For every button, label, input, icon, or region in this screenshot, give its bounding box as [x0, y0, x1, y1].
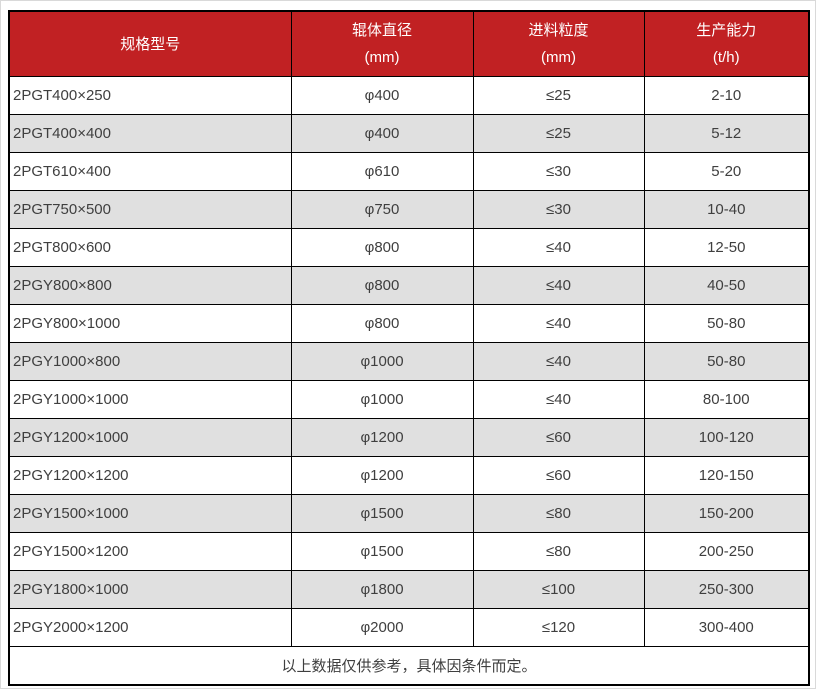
capacity-cell: 300-400 [643, 608, 810, 647]
header-capacity-unit: (t/h) [712, 49, 740, 66]
model-cell: 2PGY1200×1200 [8, 456, 292, 495]
diameter-cell: φ610 [290, 152, 474, 191]
footer-note: 以上数据仅供参考，具体因条件而定。 [8, 646, 810, 686]
model-cell: 2PGY1000×1000 [8, 380, 292, 419]
capacity-cell: 120-150 [643, 456, 810, 495]
spec-row: 2PGY800×1000 φ800 ≤40 50-80 [8, 304, 810, 343]
model-cell: 2PGT750×500 [8, 190, 292, 229]
diameter-cell: φ800 [290, 266, 474, 305]
header-cell-model: 规格型号 [8, 10, 292, 77]
diameter-cell: φ1000 [290, 380, 474, 419]
spec-row: 2PGY1200×1000 φ1200 ≤60 100-120 [8, 418, 810, 457]
spec-row: 2PGY1000×800 φ1000 ≤40 50-80 [8, 342, 810, 381]
feed-size-cell: ≤30 [472, 152, 645, 191]
diameter-cell: φ400 [290, 114, 474, 153]
model-cell: 2PGY1200×1000 [8, 418, 292, 457]
spec-row: 2PGT800×600 φ800 ≤40 12-50 [8, 228, 810, 267]
feed-size-cell: ≤30 [472, 190, 645, 229]
header-capacity-label: 生产能力 [696, 22, 757, 39]
spec-table: 规格型号 辊体直径 (mm) 进料粒度 (mm) 生产能力 (t/h) 2PGT… [8, 10, 810, 686]
diameter-cell: φ1200 [290, 456, 474, 495]
capacity-cell: 80-100 [643, 380, 810, 419]
capacity-cell: 12-50 [643, 228, 810, 267]
spec-row: 2PGY1500×1000 φ1500 ≤80 150-200 [8, 494, 810, 533]
capacity-cell: 5-20 [643, 152, 810, 191]
diameter-cell: φ1500 [290, 532, 474, 571]
diameter-cell: φ750 [290, 190, 474, 229]
diameter-cell: φ800 [290, 228, 474, 267]
model-cell: 2PGT400×400 [8, 114, 292, 153]
header-model-label: 规格型号 [120, 35, 181, 53]
header-cell-feed-size: 进料粒度 (mm) [472, 10, 645, 77]
header-row: 规格型号 辊体直径 (mm) 进料粒度 (mm) 生产能力 (t/h) [8, 10, 810, 77]
footer-row: 以上数据仅供参考，具体因条件而定。 [8, 646, 810, 686]
spec-row: 2PGY800×800 φ800 ≤40 40-50 [8, 266, 810, 305]
model-cell: 2PGY1500×1000 [8, 494, 292, 533]
capacity-cell: 2-10 [643, 76, 810, 115]
model-cell: 2PGY1800×1000 [8, 570, 292, 609]
model-cell: 2PGY800×1000 [8, 304, 292, 343]
diameter-cell: φ800 [290, 304, 474, 343]
feed-size-cell: ≤80 [472, 494, 645, 533]
header-cell-roller-diameter: 辊体直径 (mm) [290, 10, 474, 77]
spec-row: 2PGT400×250 φ400 ≤25 2-10 [8, 76, 810, 115]
feed-size-cell: ≤100 [472, 570, 645, 609]
capacity-cell: 50-80 [643, 342, 810, 381]
feed-size-cell: ≤25 [472, 114, 645, 153]
spec-row: 2PGY1500×1200 φ1500 ≤80 200-250 [8, 532, 810, 571]
feed-size-cell: ≤80 [472, 532, 645, 571]
model-cell: 2PGY800×800 [8, 266, 292, 305]
header-cell-capacity: 生产能力 (t/h) [643, 10, 810, 77]
spec-row: 2PGT610×400 φ610 ≤30 5-20 [8, 152, 810, 191]
spec-row: 2PGT750×500 φ750 ≤30 10-40 [8, 190, 810, 229]
header-feed-size-unit: (mm) [541, 49, 576, 66]
capacity-cell: 250-300 [643, 570, 810, 609]
model-cell: 2PGT610×400 [8, 152, 292, 191]
diameter-cell: φ1200 [290, 418, 474, 457]
spec-row: 2PGT400×400 φ400 ≤25 5-12 [8, 114, 810, 153]
spec-row: 2PGY1000×1000 φ1000 ≤40 80-100 [8, 380, 810, 419]
model-cell: 2PGT800×600 [8, 228, 292, 267]
diameter-cell: φ400 [290, 76, 474, 115]
header-feed-size-label: 进料粒度 [528, 22, 589, 39]
feed-size-cell: ≤40 [472, 266, 645, 305]
diameter-cell: φ1500 [290, 494, 474, 533]
model-cell: 2PGY1000×800 [8, 342, 292, 381]
feed-size-cell: ≤60 [472, 456, 645, 495]
spec-row: 2PGY2000×1200 φ2000 ≤120 300-400 [8, 608, 810, 647]
header-roller-diameter-label: 辊体直径 [351, 22, 412, 39]
capacity-cell: 5-12 [643, 114, 810, 153]
feed-size-cell: ≤40 [472, 228, 645, 267]
model-cell: 2PGY2000×1200 [8, 608, 292, 647]
diameter-cell: φ1800 [290, 570, 474, 609]
feed-size-cell: ≤120 [472, 608, 645, 647]
feed-size-cell: ≤40 [472, 380, 645, 419]
capacity-cell: 10-40 [643, 190, 810, 229]
feed-size-cell: ≤25 [472, 76, 645, 115]
model-cell: 2PGT400×250 [8, 76, 292, 115]
spec-row: 2PGY1800×1000 φ1800 ≤100 250-300 [8, 570, 810, 609]
capacity-cell: 100-120 [643, 418, 810, 457]
feed-size-cell: ≤40 [472, 304, 645, 343]
capacity-cell: 200-250 [643, 532, 810, 571]
feed-size-cell: ≤40 [472, 342, 645, 381]
header-roller-diameter-unit: (mm) [364, 49, 400, 66]
diameter-cell: φ1000 [290, 342, 474, 381]
model-cell: 2PGY1500×1200 [8, 532, 292, 571]
feed-size-cell: ≤60 [472, 418, 645, 457]
capacity-cell: 40-50 [643, 266, 810, 305]
capacity-cell: 150-200 [643, 494, 810, 533]
spec-row: 2PGY1200×1200 φ1200 ≤60 120-150 [8, 456, 810, 495]
diameter-cell: φ2000 [290, 608, 474, 647]
capacity-cell: 50-80 [643, 304, 810, 343]
